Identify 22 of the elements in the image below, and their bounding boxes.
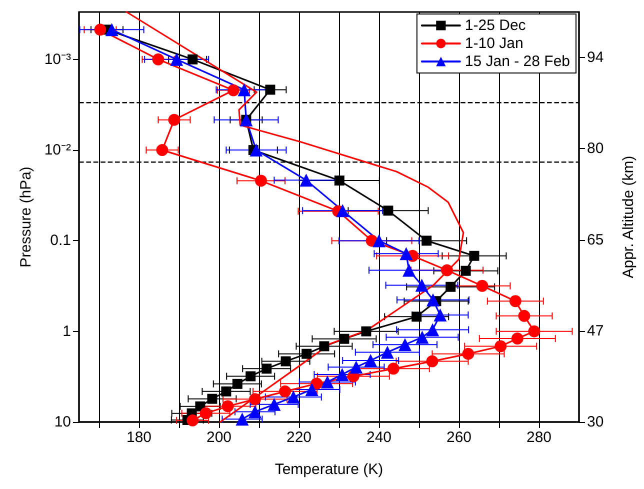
x-tick-label: 280 xyxy=(526,429,552,446)
y-tick-label: 0.1 xyxy=(50,232,71,250)
y-tick-label: 10⁻² xyxy=(44,142,71,159)
x-tick-label: 180 xyxy=(126,429,152,446)
category-label: 47 xyxy=(587,322,604,340)
x-tick-label: 240 xyxy=(366,429,392,446)
category-label: 80 xyxy=(587,140,604,158)
legend-label: 1-10 Jan xyxy=(464,35,524,52)
x-tick-label: 260 xyxy=(446,429,472,446)
y2-axis-title: Appr. Altitude (km) xyxy=(620,156,637,278)
y-axis-title: Pressure (hPa) xyxy=(17,166,34,268)
x-tick-label: 220 xyxy=(286,429,312,446)
category-label: 94 xyxy=(587,49,604,66)
x-tick-label: 200 xyxy=(206,429,232,446)
category-label: 30 xyxy=(587,414,604,430)
y-tick-label: 10 xyxy=(54,414,71,430)
y-tick-label: 10⁻³ xyxy=(44,50,71,68)
legend-label: 15 Jan - 28 Feb xyxy=(464,53,570,70)
legend-label: 1-25 Dec xyxy=(464,17,526,34)
y-tick-label: 1 xyxy=(62,322,71,340)
category-label: 65 xyxy=(587,231,604,248)
x-axis-title: Temperature (K) xyxy=(274,461,384,478)
